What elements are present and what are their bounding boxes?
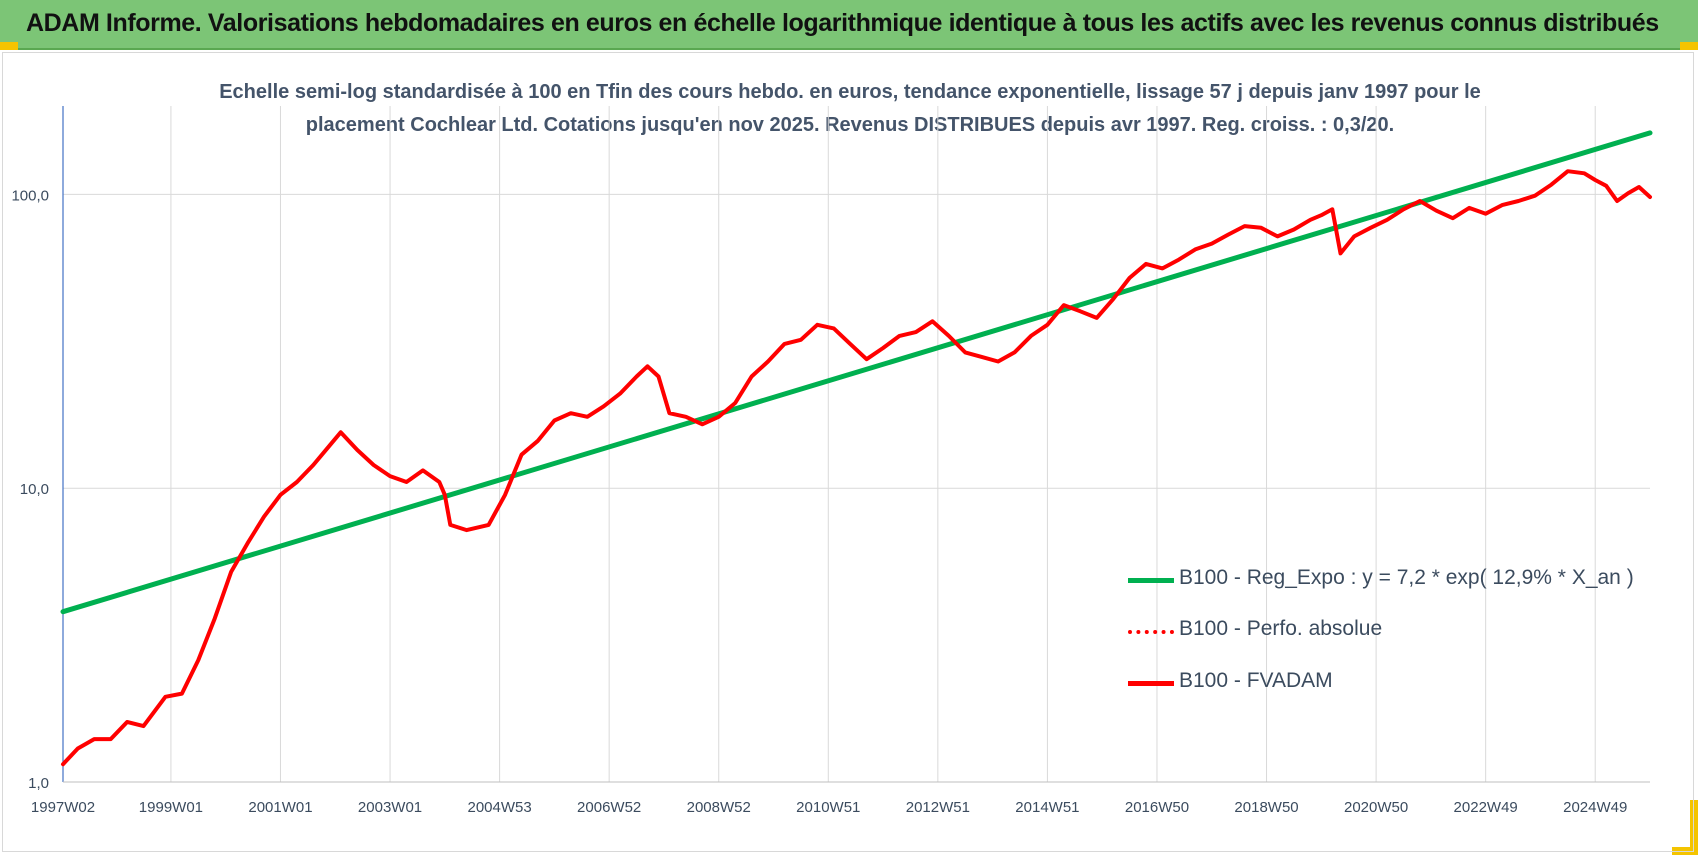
x-tick-label: 2012W51 — [906, 799, 970, 816]
chart-subtitle-line-2: placement Cochlear Ltd. Cotations jusqu'… — [305, 114, 1395, 136]
x-tick-label: 2018W50 — [1234, 799, 1298, 816]
x-tick-label: 2008W52 — [687, 799, 751, 816]
corner-accent-top-left — [0, 42, 18, 50]
x-tick-label: 2024W49 — [1563, 799, 1627, 816]
x-tick-label: 2022W49 — [1454, 799, 1518, 816]
legend-label-perfo: B100 - Perfo. absolue — [1179, 617, 1383, 640]
x-tick-label: 2014W51 — [1015, 799, 1079, 816]
chart-subtitle: Echelle semi-log standardisée à 100 en T… — [150, 76, 1550, 142]
legend-swatch-fvadam — [1128, 681, 1174, 686]
x-tick-label: 2001W01 — [248, 799, 312, 816]
regression-line — [60, 130, 1653, 615]
x-tick-label: 2010W51 — [796, 799, 860, 816]
legend-swatch-regression — [1128, 578, 1174, 583]
report-title: ADAM Informe. Valorisations hebdomadaire… — [26, 9, 1659, 37]
x-tick-label: 2003W01 — [358, 799, 422, 816]
x-tick-label: 2020W50 — [1344, 799, 1408, 816]
x-tick-label: 1999W01 — [139, 799, 203, 816]
legend-label-fvadam: B100 - FVADAM — [1179, 669, 1333, 692]
report-header: ADAM Informe. Valorisations hebdomadaire… — [0, 0, 1698, 50]
fvadam-line — [61, 169, 1652, 767]
x-tick-label: 2016W50 — [1125, 799, 1189, 816]
corner-accent-top-right — [1680, 42, 1698, 50]
x-tick-label: 2004W53 — [467, 799, 531, 816]
y-tick-label: 1,0 — [28, 775, 49, 792]
chart-subtitle-line-1: Echelle semi-log standardisée à 100 en T… — [219, 81, 1481, 103]
legend-label-regression: B100 - Reg_Expo : y = 7,2 * exp( 12,9% *… — [1179, 566, 1634, 589]
corner-accent-bottom-right — [1690, 800, 1698, 855]
y-tick-label: 10,0 — [20, 481, 49, 498]
x-tick-label: 1997W02 — [31, 799, 95, 816]
legend-swatch-perfo — [1128, 630, 1174, 634]
chart-frame — [2, 52, 1694, 852]
x-tick-label: 2006W52 — [577, 799, 641, 816]
y-tick-label: 100,0 — [11, 187, 49, 204]
